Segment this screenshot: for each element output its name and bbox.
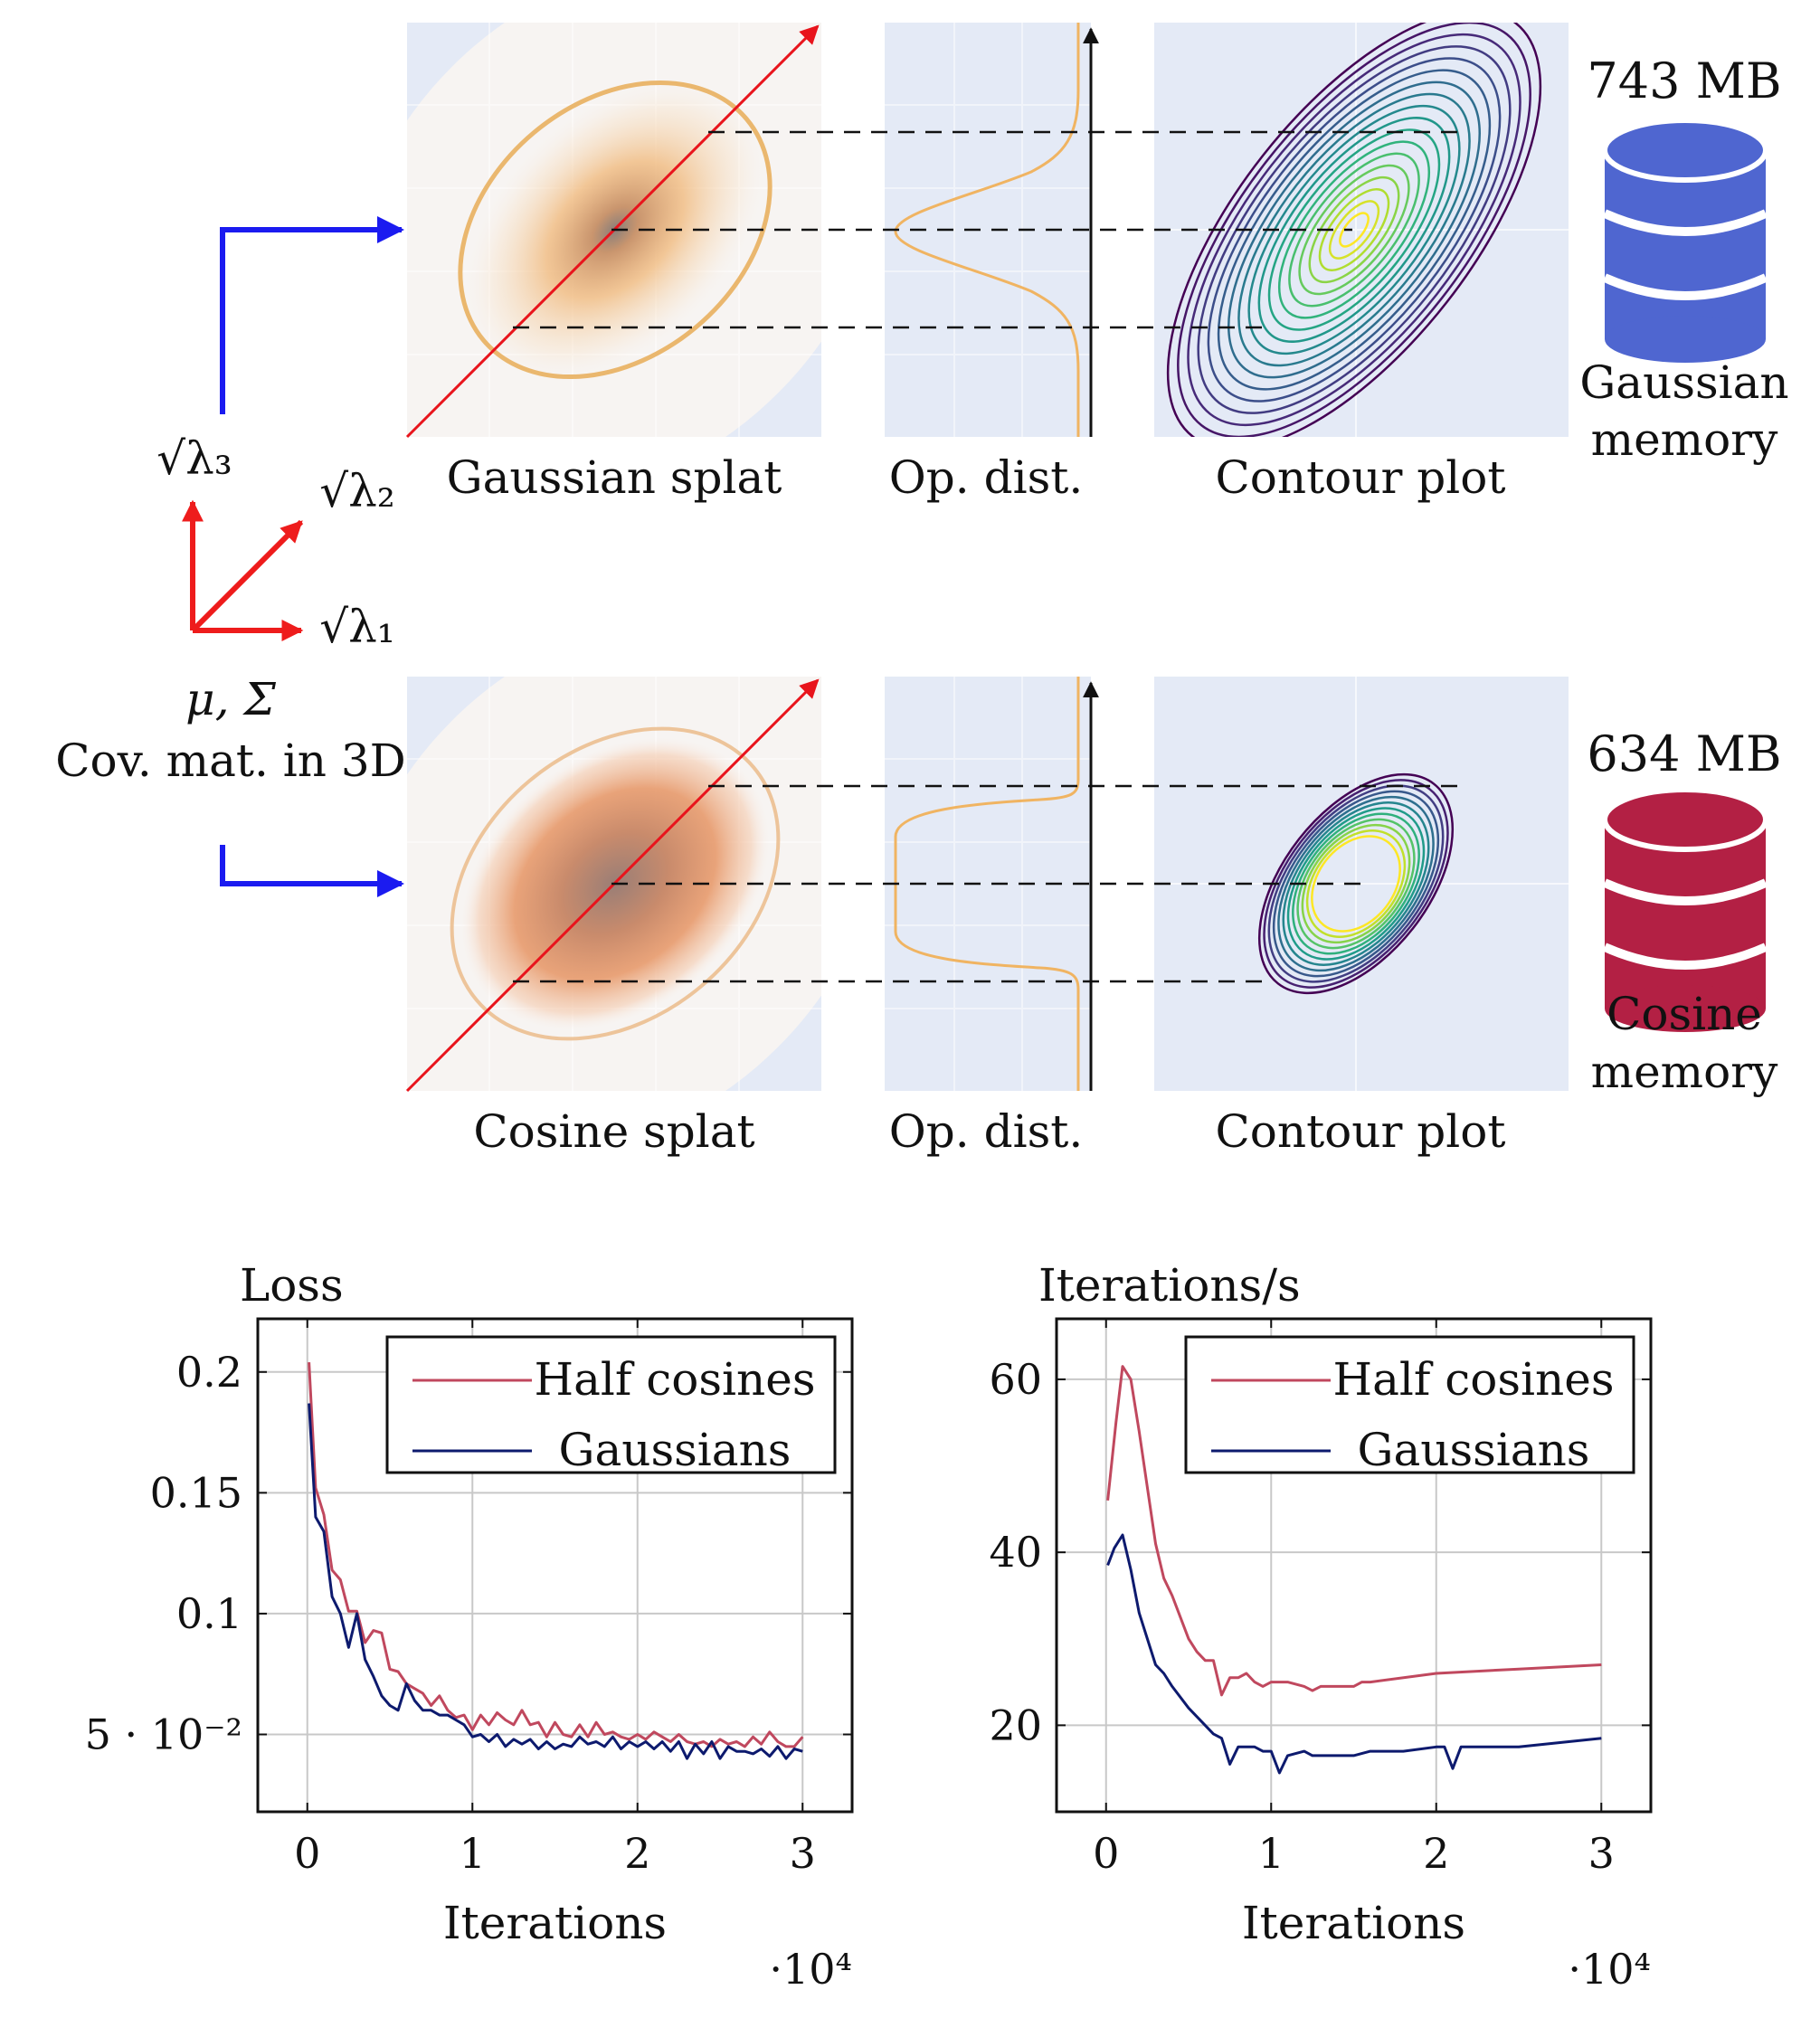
contour-line: [1247, 104, 1461, 355]
contour-line: [1267, 784, 1445, 983]
contour-line: [1282, 801, 1430, 966]
bottom-op-dist-label: Op. dist.: [889, 1105, 1083, 1158]
cosine-memory-value: 634 MB: [1587, 725, 1781, 782]
contour-line: [1177, 23, 1531, 437]
cosine-splat-label: Cosine splat: [473, 1105, 754, 1158]
gaussian-memory-caption-1: Gaussian: [1579, 356, 1788, 409]
left-input-block: √λ₃ √λ₂ √λ₁ μ, Σ Cov. mat. in 3D: [55, 216, 406, 897]
contour-line: [1298, 164, 1410, 296]
y-tick-label: 60: [989, 1355, 1042, 1404]
chart-title: Loss: [240, 1259, 344, 1312]
top-projection-lines: [513, 130, 1460, 329]
top-contour-label: Contour plot: [1216, 451, 1506, 504]
legend-label: Gaussians: [559, 1424, 792, 1476]
contour-line: [1286, 807, 1426, 961]
legend: Half cosines Gaussians: [385, 1335, 837, 1476]
lambda2-label: √λ₂: [319, 465, 395, 517]
x-tick-label: 0: [1093, 1829, 1119, 1878]
top-blue-arrow: [220, 216, 404, 414]
gaussian-splat-label: Gaussian splat: [447, 451, 782, 504]
legend-label: Half cosines: [1332, 1353, 1614, 1406]
y-tick-label: 5 · 10⁻²: [85, 1710, 242, 1759]
gaussian-memory-caption-2: memory: [1591, 413, 1778, 466]
lambda1-label: √λ₁: [319, 601, 395, 653]
x-tick-label: 2: [1423, 1829, 1449, 1878]
contour-line: [1288, 152, 1420, 308]
chart-title: Iterations/s: [1038, 1259, 1301, 1312]
contour-line: [1328, 200, 1380, 260]
x-tick-label: 3: [1588, 1829, 1615, 1878]
diagonal-arrow-bottom: [405, 678, 820, 1093]
gaussian-profile-curve: [894, 23, 1080, 437]
cosine-memory-caption-2: memory: [1591, 1046, 1778, 1098]
legend: Half cosines Gaussians: [1184, 1335, 1635, 1476]
y-tick-label: 0.15: [150, 1468, 242, 1517]
opacity-distribution-panel: [885, 23, 1099, 437]
diagonal-arrow: [405, 24, 820, 439]
plot-frame: [256, 1317, 854, 1814]
series-line-gaussians: [308, 1403, 803, 1760]
cosine-memory-database-icon: [1602, 787, 1768, 1032]
contour-line: [1272, 790, 1440, 978]
contour-line: [1339, 212, 1370, 248]
series-line-gaussians: [1106, 1533, 1602, 1775]
x-axis-label: Iterations: [443, 1897, 667, 1949]
loss-chart: 0 1 2 3 5 · 10⁻² 0.1 0.15 0.2 Loss Iterations ·10⁴…: [85, 1259, 854, 1994]
contour-line: [1296, 818, 1416, 950]
covariance-caption: Cov. mat. in 3D: [55, 734, 406, 787]
contour-line: [1187, 33, 1521, 427]
plot-frame: [1055, 1317, 1653, 1814]
contour-line: [1257, 772, 1455, 995]
gaussian-contour-panel: [1154, 23, 1569, 437]
x-axis-label: Iterations: [1242, 1897, 1465, 1949]
contour-line: [1311, 835, 1401, 933]
gaussian-memory-database-icon: [1602, 118, 1768, 363]
contour-line: [1308, 175, 1400, 284]
top-row: 743 MB Gaussian memory Gaussian splat Op…: [405, 23, 1789, 504]
y-tick-label: 0.2: [176, 1348, 242, 1397]
contour-line: [1305, 829, 1407, 938]
eigen-axes: [182, 499, 304, 641]
series-line-half-cosines: [308, 1362, 804, 1748]
x-tick-label: 2: [624, 1829, 650, 1878]
contour-line: [1267, 128, 1441, 331]
y-tick-label: 0.1: [176, 1589, 242, 1638]
bottom-blue-arrow: [220, 845, 404, 897]
gaussian-memory-value: 743 MB: [1587, 52, 1781, 109]
contour-line: [1301, 823, 1411, 944]
x-tick-label: 3: [790, 1829, 816, 1878]
top-op-dist-label: Op. dist.: [889, 451, 1083, 504]
legend-label: Half cosines: [534, 1353, 815, 1406]
contour-line: [1277, 140, 1431, 319]
contour-line: [1197, 45, 1512, 414]
bottom-contour-label: Contour plot: [1216, 1105, 1506, 1158]
bottom-row: 634 MB Cosine memory Cosine splat Op. di…: [405, 677, 1782, 1158]
params-label: μ, Σ: [185, 673, 276, 725]
y-tick-label: 20: [989, 1701, 1042, 1749]
series-line-half-cosines: [1106, 1365, 1602, 1697]
contour-line: [1207, 57, 1502, 403]
contour-line: [1166, 23, 1542, 437]
x-tick-label: 1: [1258, 1829, 1284, 1878]
x-tick-label: 1: [460, 1829, 486, 1878]
contour-line: [1277, 795, 1435, 972]
lambda3-label: √λ₃: [156, 432, 232, 485]
x-tick-label: 0: [294, 1829, 320, 1878]
contour-line: [1228, 81, 1481, 379]
contour-line: [1257, 117, 1451, 343]
contour-line: [1318, 188, 1390, 271]
iterations-per-second-chart: 0 1 2 3 20 40 60 Iterations/s Iterations ·10⁴ Half…: [989, 1259, 1653, 1994]
cosine-memory-caption-1: Cosine: [1607, 988, 1762, 1040]
y-tick-label: 40: [989, 1528, 1042, 1577]
x-multiplier-label: ·10⁴: [1568, 1945, 1651, 1994]
contour-line: [1292, 812, 1420, 955]
bottom-projection-lines: [513, 784, 1460, 983]
contour-line: [1237, 92, 1471, 367]
legend-label: Gaussians: [1358, 1424, 1590, 1476]
contour-line: [1217, 69, 1492, 391]
contour-line: [1263, 779, 1449, 989]
x-multiplier-label: ·10⁴: [769, 1945, 852, 1994]
